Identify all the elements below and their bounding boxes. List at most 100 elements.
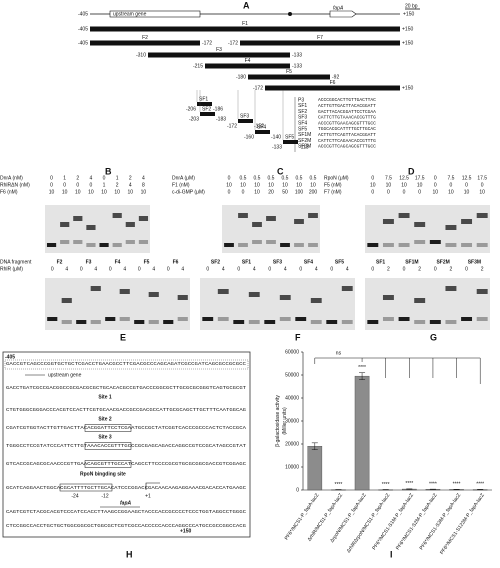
gel-band [134, 320, 145, 324]
gel-band [238, 213, 248, 218]
panel-label: B [105, 166, 112, 176]
gel-band [295, 317, 307, 321]
gel-band [461, 219, 473, 224]
end-label: -405 [78, 11, 88, 17]
gel-band [60, 222, 70, 227]
row-label: c-di-GMP (μM) [172, 189, 205, 195]
gel-band [382, 295, 394, 300]
panel-label: C [277, 166, 284, 176]
gel-band [46, 243, 57, 247]
bracket-label: ns [336, 350, 342, 356]
gel-band [341, 320, 353, 324]
group-name: F4 [115, 259, 121, 265]
gel-band [112, 213, 122, 218]
lane-value: 0 [63, 182, 66, 188]
gel-band [248, 320, 260, 324]
fragment-end: +150 [402, 85, 413, 91]
group-name: F2 [57, 259, 63, 265]
fragment-end: -92 [332, 74, 339, 80]
significance: **** [382, 482, 390, 488]
fragment-end: -113 [299, 144, 309, 150]
gel-band [252, 222, 262, 227]
gel-band [73, 216, 83, 221]
gel-band [119, 289, 130, 294]
short-fragment [283, 140, 298, 144]
lane-value: 1 [116, 175, 119, 181]
gel-band [310, 320, 322, 324]
gel-band [90, 320, 101, 324]
fragment-end: +150 [402, 26, 413, 32]
lane-value: 4 [346, 266, 349, 272]
group-name: SF1M [405, 259, 418, 265]
fragment-end: -183 [216, 116, 226, 122]
y-tick-label: 10000 [285, 464, 299, 470]
seq-end: +150 [180, 528, 191, 534]
gel-band [90, 286, 101, 291]
row-label: F7 (nM) [324, 189, 342, 195]
lane-value: 10 [370, 182, 376, 188]
site-box [84, 460, 132, 468]
gel-band [382, 317, 394, 321]
lane-value: 0 [90, 182, 93, 188]
fragment-name: SF4 [257, 124, 266, 130]
seq-text: GACTTACACGGATTCCTCGAA [318, 109, 376, 115]
gel-band [308, 243, 318, 247]
fragment-end: +150 [402, 40, 413, 46]
fragment-bar [240, 40, 400, 46]
gel-band [233, 320, 245, 324]
gel-band [326, 320, 338, 324]
sequence-line: CTCCGGCCACCTGCTGCTGGCGGCGCTGGCGCTCGTCGCC… [6, 523, 246, 529]
lane-value: 0 [465, 266, 468, 272]
lane-value: 0 [371, 175, 374, 181]
lane-value: 200 [309, 189, 318, 195]
lane-value: 0.5 [254, 175, 261, 181]
lane-value: 4 [253, 266, 256, 272]
y-tick-label: 50000 [285, 372, 299, 378]
gel-band [202, 317, 214, 321]
gel-band [148, 320, 159, 324]
lane-value: 4 [123, 266, 126, 272]
gel-band [264, 320, 276, 324]
lane-value: 0 [228, 175, 231, 181]
gel [222, 205, 320, 253]
lane-value: 7.5 [447, 175, 454, 181]
lane-value: 0 [481, 182, 484, 188]
lane-value: 2 [418, 266, 421, 272]
gel-band [248, 292, 260, 297]
group-name: SF5 [335, 259, 344, 265]
gel-band [47, 317, 58, 321]
fragment-end: -133 [292, 52, 302, 58]
lane-value: 0.5 [310, 175, 317, 181]
gel-band [177, 295, 188, 300]
lane-value: 2 [387, 266, 390, 272]
group-name: SF1 [242, 259, 251, 265]
fragment-name: SF1 [199, 96, 208, 102]
y-tick-label: 40000 [285, 395, 299, 401]
seq-text: CATTCTTCAGAACACCGTTTG [318, 138, 376, 144]
lane-value: 10 [254, 182, 260, 188]
gel-band [238, 243, 248, 247]
seq-name: SF3 [298, 115, 307, 121]
seq-name: SF3M [298, 144, 311, 150]
row-label: F6 (nM) [0, 189, 18, 195]
sequence-line: CAGTCGTCTACGCACGTCCCATCCACCTTAAGCCGGAAGC… [6, 509, 246, 515]
lane-value: 100 [295, 189, 304, 195]
group-name: F3 [86, 259, 92, 265]
bar [307, 446, 323, 491]
gel-band [414, 320, 426, 324]
significance: **** [405, 481, 413, 487]
y-tick-label: 20000 [285, 441, 299, 447]
gel-band [279, 295, 291, 300]
gel-band [266, 216, 276, 221]
short-fragment [197, 102, 212, 106]
gel-band [99, 243, 109, 247]
gel-band [217, 289, 229, 294]
gel-band [61, 320, 72, 324]
lane-value: 0 [418, 189, 421, 195]
gene-label: fapA [120, 500, 132, 506]
gel-band [445, 243, 457, 247]
fragment-name: SF5 [285, 134, 294, 140]
fragment-end: -133 [292, 63, 302, 69]
x-tick-label: PF6*/MCS1-S3M-P_fapA-lacZ [419, 492, 463, 551]
